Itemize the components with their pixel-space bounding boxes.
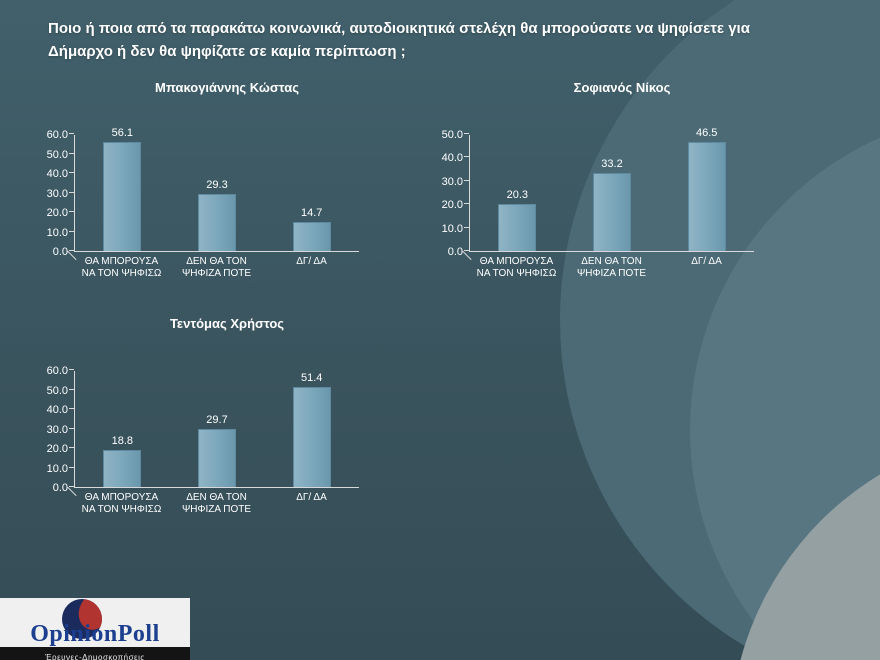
y-axis-tick-mark xyxy=(69,408,74,409)
y-axis-tick-mark xyxy=(69,388,74,390)
y-axis-tick-label: 10.0 xyxy=(46,226,68,239)
y-axis-tick-mark xyxy=(69,427,74,429)
y-axis-tick-mark xyxy=(69,369,74,370)
bar-3: 46.5 xyxy=(687,127,726,251)
y-axis: 0.0 10.0 20.0 30.0 40.0 50.0 60.0 xyxy=(28,129,74,258)
chart-bakogiannis-kostas: Μπακογιάννης Κώστας 0.0 10.0 20.0 30.0 40.0 5… xyxy=(28,80,380,280)
x-axis-category-label: ΔΕΝ ΘΑ ΤΟΝ ΨΗΦΙΖΑ ΠΟΤΕ xyxy=(576,256,647,279)
x-axis-category-label: ΔΕΝ ΘΑ ΤΟΝ ΨΗΦΙΖΑ ΠΟΤΕ xyxy=(181,256,252,279)
plot-area: 20.3 33.2 46.5 xyxy=(464,127,754,252)
y-axis-tick-label: 10.0 xyxy=(441,222,463,235)
y-axis-tick-label: 20.0 xyxy=(441,199,463,212)
y-axis-tick-mark xyxy=(464,226,469,228)
bar-value-label: 51.4 xyxy=(300,371,323,384)
y-axis-tick-label: 10.0 xyxy=(46,462,68,475)
bar-2: 29.7 xyxy=(198,414,236,487)
bar-value-label: 14.7 xyxy=(300,207,323,220)
logo-strip: Έρευνες-Δημοσκοπήσεις xyxy=(0,647,190,660)
logo-subtitle: Έρευνες-Δημοσκοπήσεις xyxy=(45,653,145,660)
x-axis-category-label: ΘΑ ΜΠΟΡΟΥΣΑ ΝΑ ΤΟΝ ΨΗΦΙΣΩ xyxy=(81,256,162,279)
y-axis-tick-label: 40.0 xyxy=(441,152,463,165)
y-axis-tick-mark xyxy=(69,447,74,448)
y-axis-tick-label: 40.0 xyxy=(46,404,68,416)
x-axis-category-label: ΘΑ ΜΠΟΡΟΥΣΑ ΝΑ ΤΟΝ ΨΗΦΙΣΩ xyxy=(476,256,557,279)
bar-2: 29.3 xyxy=(198,179,236,251)
y-axis-tick-mark xyxy=(69,250,74,251)
x-axis-labels: ΘΑ ΜΠΟΡΟΥΣΑ ΝΑ ΤΟΝ ΨΗΦΙΣΩ ΔΕΝ ΘΑ ΤΟΝ ΨΗΦΙ… xyxy=(74,256,359,280)
y-axis: 0.0 10.0 20.0 30.0 40.0 50.0 xyxy=(423,129,469,258)
bar-3: 51.4 xyxy=(292,372,331,487)
y-axis-tick-label: 0.0 xyxy=(52,482,68,494)
y-axis: 0.0 10.0 20.0 30.0 40.0 50.0 60.0 xyxy=(28,365,74,494)
y-axis-tick-label: 50.0 xyxy=(46,384,68,397)
bar-2: 33.2 xyxy=(593,158,631,251)
y-axis-tick-label: 20.0 xyxy=(46,207,68,219)
bar-value-label: 18.8 xyxy=(111,435,134,448)
plot-area: 56.1 29.3 14.7 xyxy=(69,127,359,252)
bar-slot: 56.1 xyxy=(75,127,170,251)
chart-sofianos-nikos: Σοφιανός Νίκος 0.0 10.0 20.0 30.0 40.0 50.0 2… xyxy=(423,80,775,280)
y-axis-tick-label: 20.0 xyxy=(46,443,68,455)
x-axis-labels: ΘΑ ΜΠΟΡΟΥΣΑ ΝΑ ΤΟΝ ΨΗΦΙΣΩ ΔΕΝ ΘΑ ΤΟΝ ΨΗΦΙ… xyxy=(74,492,359,516)
y-axis-tick-mark xyxy=(69,172,74,173)
x-axis-category-label: ΔΕΝ ΘΑ ΤΟΝ ΨΗΦΙΖΑ ΠΟΤΕ xyxy=(181,492,252,515)
y-axis-tick-mark xyxy=(69,191,74,193)
y-axis-tick-label: 0.0 xyxy=(447,246,463,258)
x-axis-category-label: ΘΑ ΜΠΟΡΟΥΣΑ ΝΑ ΤΟΝ ΨΗΦΙΣΩ xyxy=(81,492,162,515)
bar-slot: 46.5 xyxy=(659,127,754,251)
opinion-poll-logo: OpinionPoll Έρευνες-Δημοσκοπήσεις xyxy=(0,598,190,660)
bar-slot: 29.7 xyxy=(170,414,265,487)
x-axis-category-label: ΔΓ/ ΔΑ xyxy=(296,256,327,267)
chart-title: Τεντόμας Χρήστος xyxy=(169,316,285,331)
y-axis-tick-label: 60.0 xyxy=(46,365,68,377)
y-axis-tick-mark xyxy=(69,466,74,468)
bar-1: 56.1 xyxy=(103,127,142,251)
bar-slot: 20.3 xyxy=(470,189,565,251)
bar-slot: 33.2 xyxy=(565,158,660,251)
bar-slot: 29.3 xyxy=(170,179,265,251)
logo-brand: OpinionPoll xyxy=(30,621,160,647)
x-axis-labels: ΘΑ ΜΠΟΡΟΥΣΑ ΝΑ ΤΟΝ ΨΗΦΙΣΩ ΔΕΝ ΘΑ ΤΟΝ ΨΗΦΙ… xyxy=(469,256,754,280)
bar-slot: 51.4 xyxy=(264,372,359,487)
x-axis-category-label: ΔΓ/ ΔΑ xyxy=(296,492,327,503)
y-axis-tick-label: 0.0 xyxy=(52,246,68,258)
y-axis-tick-mark xyxy=(464,156,469,158)
bar-value-label: 29.3 xyxy=(206,178,228,191)
bar-value-label: 20.3 xyxy=(506,188,529,201)
bar-1: 18.8 xyxy=(103,435,142,487)
y-axis-tick-label: 50.0 xyxy=(441,129,463,141)
bar-value-label: 56.1 xyxy=(111,126,134,139)
slide-title: Ποιο ή ποια από τα παρακάτω κοινωνικά, α… xyxy=(48,20,750,60)
chart-title: Σοφιανός Νίκος xyxy=(573,80,671,95)
y-axis-tick-label: 30.0 xyxy=(46,423,68,436)
y-axis-tick-label: 30.0 xyxy=(46,187,68,200)
y-axis-tick-label: 60.0 xyxy=(46,129,68,141)
logo-globe-icon xyxy=(62,599,102,639)
y-axis-tick-mark xyxy=(69,152,74,154)
bar-1: 20.3 xyxy=(498,189,537,251)
y-axis-tick-label: 50.0 xyxy=(46,148,68,161)
y-axis-tick-mark xyxy=(464,203,469,205)
y-axis-tick-mark xyxy=(464,133,469,134)
bar-slot: 14.7 xyxy=(264,207,359,251)
bar-3: 14.7 xyxy=(292,207,331,251)
bar-value-label: 29.7 xyxy=(206,414,228,427)
bar-slot: 18.8 xyxy=(75,435,170,487)
y-axis-tick-mark xyxy=(464,250,469,251)
y-axis-tick-mark xyxy=(69,133,74,134)
x-axis-category-label: ΔΓ/ ΔΑ xyxy=(691,256,722,267)
y-axis-tick-label: 30.0 xyxy=(441,175,463,188)
y-axis-tick-mark xyxy=(69,486,74,487)
bar-value-label: 33.2 xyxy=(601,158,623,171)
chart-tentomas-christos: Τεντόμας Χρήστος 0.0 10.0 20.0 30.0 40.0 50.0… xyxy=(28,316,380,516)
bar-value-label: 46.5 xyxy=(695,127,718,140)
y-axis-tick-mark xyxy=(464,179,469,181)
y-axis-tick-label: 40.0 xyxy=(46,168,68,180)
chart-title: Μπακογιάννης Κώστας xyxy=(155,80,299,95)
y-axis-tick-mark xyxy=(69,230,74,232)
y-axis-tick-mark xyxy=(69,211,74,212)
plot-area: 18.8 29.7 51.4 xyxy=(69,369,359,488)
